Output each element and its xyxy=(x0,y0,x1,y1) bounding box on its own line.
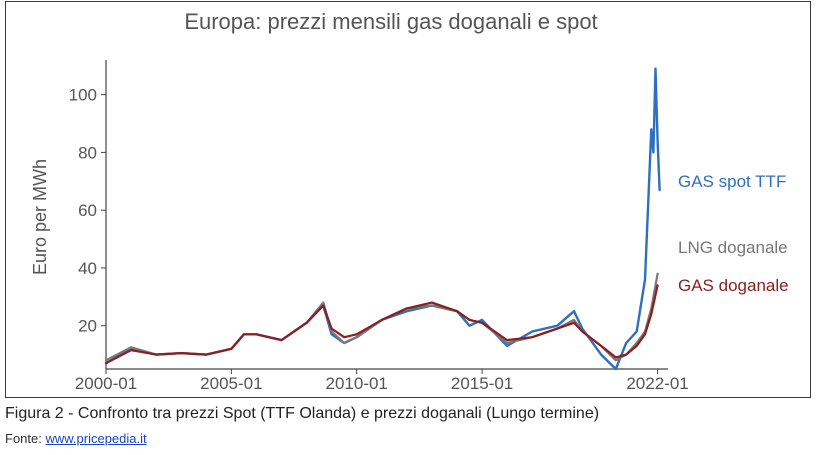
x-ticks: 2000-01 2005-01 2010-01 2015-01 2022-01 xyxy=(75,369,689,393)
source-line: Fonte: www.pricepedia.it xyxy=(5,431,147,446)
y-ticks: 20 40 60 80 100 xyxy=(69,86,106,336)
y-axis-label: Euro per MWh xyxy=(30,159,50,275)
y-tick-label: 20 xyxy=(78,317,97,336)
chart: Europa: prezzi mensili gas doganali e sp… xyxy=(30,9,789,393)
chart-frame: Europa: prezzi mensili gas doganali e sp… xyxy=(5,1,811,398)
source-prefix: Fonte: xyxy=(5,431,46,446)
x-tick-label: 2000-01 xyxy=(75,374,137,393)
series-labels: GAS spot TTF LNG doganale GAS doganale xyxy=(678,172,789,295)
x-tick-label: 2015-01 xyxy=(451,374,513,393)
series-line xyxy=(104,272,659,362)
series-group xyxy=(104,67,661,371)
series-label: LNG doganale xyxy=(678,238,788,257)
source-link[interactable]: www.pricepedia.it xyxy=(45,431,147,446)
chart-title: Europa: prezzi mensili gas doganali e sp… xyxy=(184,9,597,34)
figure-caption: Figura 2 - Confronto tra prezzi Spot (TT… xyxy=(5,405,600,422)
series-label: GAS doganale xyxy=(678,276,789,295)
x-tick-label: 2005-01 xyxy=(200,374,262,393)
x-tick-label: 2022-01 xyxy=(626,374,688,393)
y-tick-label: 100 xyxy=(69,86,97,105)
y-tick-label: 60 xyxy=(78,201,97,220)
y-tick-label: 40 xyxy=(78,259,97,278)
series-line xyxy=(104,284,659,365)
x-tick-label: 2010-01 xyxy=(326,374,388,393)
series-label: GAS spot TTF xyxy=(678,172,786,191)
y-tick-label: 80 xyxy=(78,143,97,162)
